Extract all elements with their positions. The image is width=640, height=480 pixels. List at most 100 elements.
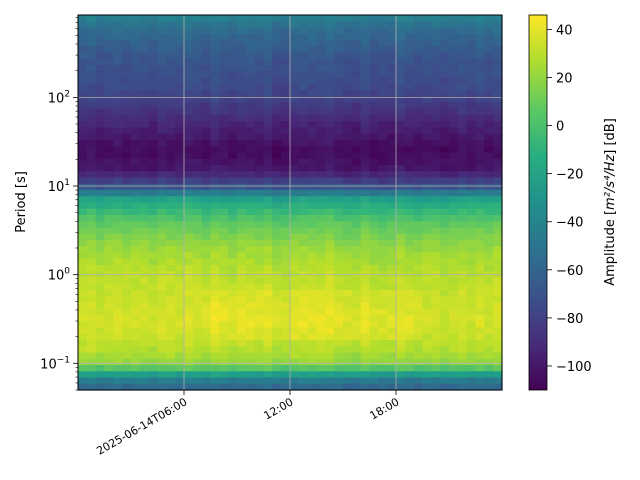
heatmap-cell <box>316 240 326 247</box>
heatmap-cell <box>166 221 176 229</box>
heatmap-cell <box>360 96 371 104</box>
heatmap-cell <box>351 227 362 235</box>
heatmap-cell <box>290 21 300 29</box>
heatmap-cell <box>157 71 167 79</box>
heatmap-cell <box>343 21 353 29</box>
heatmap-cell <box>378 46 388 54</box>
heatmap-cell <box>484 165 494 172</box>
heatmap-cell <box>86 377 97 385</box>
heatmap-cell <box>78 340 88 347</box>
heatmap-cell <box>369 383 379 391</box>
heatmap-cell <box>334 383 344 391</box>
heatmap-cell <box>237 183 247 191</box>
heatmap-cell <box>298 46 309 54</box>
heatmap-cell <box>166 21 176 29</box>
heatmap-cell <box>449 352 459 360</box>
heatmap-cell <box>122 146 132 154</box>
heatmap-cell <box>201 190 212 197</box>
heatmap-cell <box>369 265 379 272</box>
heatmap-cell <box>307 227 318 235</box>
heatmap-cell <box>166 96 176 104</box>
heatmap-cell <box>413 152 424 160</box>
heatmap-cell <box>157 321 167 329</box>
heatmap-cell <box>413 258 424 266</box>
heatmap-cell <box>281 246 291 254</box>
heatmap-cell <box>387 321 397 329</box>
heatmap-cell <box>422 127 432 135</box>
heatmap-cell <box>449 358 459 366</box>
heatmap-cell <box>184 383 194 391</box>
heatmap-cell <box>175 83 185 91</box>
heatmap-cell <box>86 27 97 35</box>
heatmap-cell <box>139 358 150 366</box>
heatmap-cell <box>493 240 503 247</box>
heatmap-cell <box>78 121 88 129</box>
heatmap-cell <box>449 215 459 222</box>
heatmap-cell <box>157 221 167 229</box>
heatmap-cell <box>290 140 300 147</box>
heatmap-cell <box>86 215 97 222</box>
heatmap-cell <box>210 77 220 85</box>
heatmap-cell <box>316 96 326 104</box>
heatmap-cell <box>351 183 362 191</box>
heatmap-cell <box>148 165 159 172</box>
heatmap-cell <box>104 152 114 160</box>
heatmap-cell <box>210 283 220 291</box>
heatmap-cell <box>396 333 406 341</box>
heatmap-cell <box>95 183 106 191</box>
heatmap-cell <box>307 352 318 360</box>
heatmap-cell <box>95 221 106 229</box>
heatmap-cell <box>369 83 379 91</box>
heatmap-cell <box>219 177 229 185</box>
heatmap-cell <box>166 127 176 135</box>
heatmap-cell <box>475 327 485 335</box>
heatmap-cell <box>396 258 406 266</box>
heatmap-cell <box>113 383 123 391</box>
heatmap-cell <box>325 208 335 216</box>
heatmap-cell <box>457 358 468 366</box>
heatmap-cell <box>307 246 318 254</box>
heatmap-cell <box>148 152 159 160</box>
heatmap-cell <box>475 96 485 104</box>
heatmap-cell <box>139 65 150 72</box>
heatmap-cell <box>95 365 106 372</box>
heatmap-cell <box>493 121 503 129</box>
heatmap-cell <box>281 83 291 91</box>
heatmap-cell <box>281 233 291 241</box>
heatmap-cell <box>263 296 273 304</box>
heatmap-cell <box>192 177 203 185</box>
heatmap-cell <box>316 283 326 291</box>
heatmap-cell <box>184 308 194 316</box>
heatmap-cell <box>449 83 459 91</box>
heatmap-cell <box>219 15 229 22</box>
colorbar-tick-label: −20 <box>556 168 583 183</box>
heatmap-cell <box>78 140 88 147</box>
heatmap-cell <box>351 365 362 372</box>
heatmap-cell <box>396 183 406 191</box>
heatmap-cell <box>413 83 424 91</box>
heatmap-cell <box>422 40 432 47</box>
heatmap-cell <box>201 40 212 47</box>
heatmap-cell <box>307 65 318 72</box>
heatmap-cell <box>95 321 106 329</box>
heatmap-cell <box>298 333 309 341</box>
heatmap-cell <box>387 352 397 360</box>
heatmap-cell <box>325 58 335 66</box>
heatmap-cell <box>254 221 265 229</box>
heatmap-cell <box>431 265 441 272</box>
heatmap-cell <box>404 296 415 304</box>
heatmap-cell <box>343 96 353 104</box>
heatmap-cell <box>316 246 326 254</box>
heatmap-cell <box>157 302 167 310</box>
heatmap-cell <box>422 340 432 347</box>
heatmap-cell <box>272 302 282 310</box>
heatmap-cell <box>351 371 362 379</box>
heatmap-cell <box>404 71 415 79</box>
heatmap-cell <box>298 358 309 366</box>
heatmap-cell <box>228 265 238 272</box>
heatmap-cell <box>95 252 106 260</box>
heatmap-cell <box>113 33 123 41</box>
heatmap-cell <box>166 140 176 147</box>
heatmap-cell <box>360 233 371 241</box>
heatmap-cell <box>122 365 132 372</box>
